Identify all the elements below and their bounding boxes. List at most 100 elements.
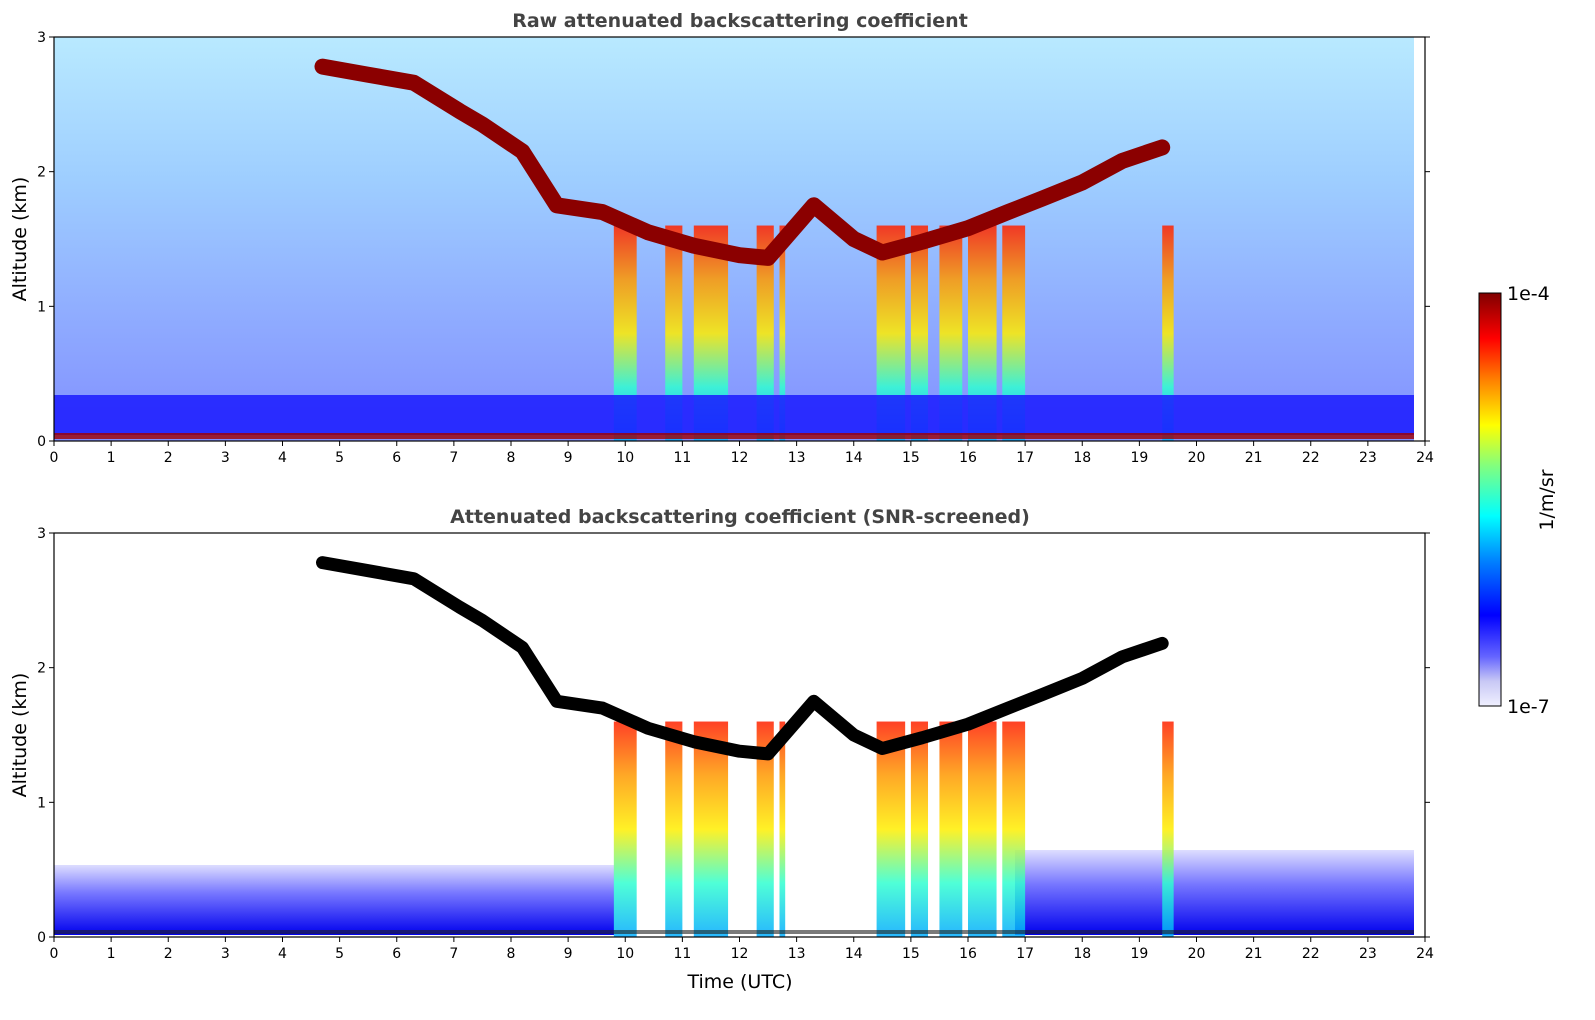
y-tick-label: 2 (37, 165, 46, 181)
x-tick-label: 14 (845, 946, 863, 962)
top-heatmap (54, 37, 1425, 441)
colorbar-max-label: 1e-4 (1507, 283, 1550, 305)
x-tick-label: 13 (788, 946, 806, 962)
x-tick-label: 23 (1359, 450, 1377, 466)
x-tick-label: 10 (616, 946, 634, 962)
x-tick-label: 1 (107, 946, 116, 962)
y-tick-label: 0 (37, 930, 46, 946)
precip-column (1162, 225, 1174, 441)
x-tick-label: 24 (1416, 450, 1434, 466)
precip-column (939, 225, 963, 441)
x-tick-label: 24 (1416, 946, 1434, 962)
x-tick-label: 5 (335, 946, 344, 962)
x-tick-label: 9 (564, 946, 573, 962)
x-tick-label: 11 (673, 450, 691, 466)
bottom-x-axis: 0 1 2 3 4 5 6 7 8 9 10 11 12 13 14 15 16 17 18 19 20 21 22 23 24 (50, 937, 1434, 962)
bottom-y-axis-label: Altitude (km) (9, 673, 31, 798)
top-x-axis: 0 1 2 3 4 5 6 7 8 9 10 11 12 13 14 15 16 17 18 19 20 21 22 23 24 (50, 441, 1434, 466)
x-tick-label: 3 (221, 450, 230, 466)
precip-column (1002, 721, 1026, 937)
x-tick-label: 20 (1188, 450, 1206, 466)
x-tick-label: 3 (221, 946, 230, 962)
x-tick-label: 16 (959, 946, 977, 962)
x-tick-label: 0 (50, 450, 59, 466)
x-tick-label: 5 (335, 450, 344, 466)
y-tick-label: 1 (37, 795, 46, 811)
y-tick-label: 1 (37, 299, 46, 315)
x-tick-label: 10 (616, 450, 634, 466)
x-tick-label: 1 (107, 450, 116, 466)
colorbar: 1e-4 1e-7 1/m/sr (1478, 283, 1558, 718)
y-tick-label: 0 (37, 434, 46, 450)
top-ground-return (54, 433, 1414, 439)
precip-column (876, 721, 906, 937)
colorbar-min-label: 1e-7 (1507, 696, 1550, 718)
x-tick-label: 7 (449, 946, 458, 962)
bottom-x-axis-label: Time (UTC) (686, 971, 792, 993)
precip-column (756, 721, 774, 937)
x-tick-label: 18 (1073, 946, 1091, 962)
x-tick-label: 8 (507, 450, 516, 466)
precip-column (665, 721, 683, 937)
precip-column (779, 225, 786, 441)
bottom-panel: Attenuated backscattering coefficient (S… (9, 506, 1434, 993)
x-tick-label: 7 (449, 450, 458, 466)
x-tick-label: 18 (1073, 450, 1091, 466)
x-tick-label: 17 (1016, 946, 1034, 962)
x-tick-label: 21 (1245, 450, 1263, 466)
y-tick-label: 2 (37, 661, 46, 677)
top-panel: Raw attenuated backscattering coefficien… (9, 10, 1434, 466)
bottom-panel-title: Attenuated backscattering coefficient (S… (450, 506, 1030, 528)
bottom-boundary-layer-left (54, 865, 614, 935)
precip-column (1002, 225, 1026, 441)
precip-column (1162, 721, 1174, 937)
x-tick-label: 19 (1130, 946, 1148, 962)
x-tick-label: 0 (50, 946, 59, 962)
precip-column (693, 721, 729, 937)
x-tick-label: 12 (731, 450, 749, 466)
top-panel-title: Raw attenuated backscattering coefficien… (512, 10, 968, 32)
top-noise-background (54, 37, 1425, 441)
bottom-heatmap (54, 533, 1425, 937)
top-y-axis: 0 1 2 3 (37, 30, 1430, 450)
x-tick-label: 22 (1302, 450, 1320, 466)
bottom-precip-columns (613, 721, 1174, 937)
x-tick-label: 21 (1245, 946, 1263, 962)
precip-column (939, 721, 963, 937)
x-tick-label: 9 (564, 450, 573, 466)
x-tick-label: 14 (845, 450, 863, 466)
x-tick-label: 6 (392, 946, 401, 962)
y-tick-label: 3 (37, 526, 46, 542)
y-tick-label: 3 (37, 30, 46, 46)
bottom-boundary-layer-right (1015, 850, 1414, 935)
x-tick-label: 2 (164, 946, 173, 962)
x-tick-label: 8 (507, 946, 516, 962)
x-tick-label: 12 (731, 946, 749, 962)
x-tick-label: 4 (278, 946, 287, 962)
top-no-data-strip (1414, 37, 1425, 441)
x-tick-label: 2 (164, 450, 173, 466)
top-boundary-layer (54, 395, 1414, 435)
x-tick-label: 13 (788, 450, 806, 466)
bottom-cloud-layer (316, 556, 1169, 761)
colorbar-unit-label: 1/m/sr (1536, 469, 1558, 530)
precip-column (613, 721, 637, 937)
x-tick-label: 6 (392, 450, 401, 466)
x-tick-label: 4 (278, 450, 287, 466)
colorbar-gradient (1478, 292, 1502, 707)
bottom-y-axis: 0 1 2 3 (37, 526, 1430, 946)
precip-column (968, 721, 997, 937)
precip-column (665, 225, 683, 441)
x-tick-label: 22 (1302, 946, 1320, 962)
x-tick-label: 17 (1016, 450, 1034, 466)
precip-column (910, 721, 929, 937)
precip-column (613, 225, 637, 441)
x-tick-label: 15 (902, 946, 920, 962)
x-tick-label: 11 (673, 946, 691, 962)
precip-column (779, 721, 786, 937)
precip-column (910, 225, 929, 441)
x-tick-label: 20 (1188, 946, 1206, 962)
top-y-axis-label: Altitude (km) (9, 177, 31, 302)
bottom-ground-return (54, 930, 1414, 934)
